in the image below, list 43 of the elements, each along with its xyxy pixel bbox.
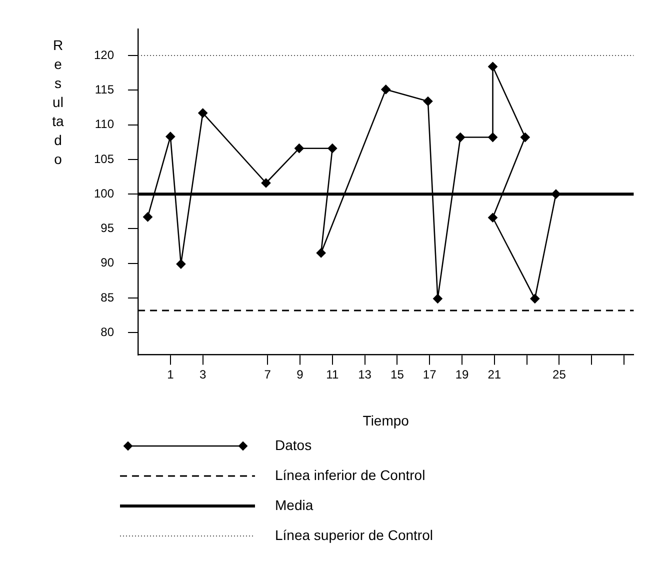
x-tick-label: 21: [488, 367, 502, 382]
point: [198, 108, 208, 118]
point: [488, 212, 498, 222]
point: [176, 259, 186, 269]
x-tick-label: 25: [552, 367, 566, 382]
y-tick-label: 90: [100, 256, 114, 270]
point: [456, 132, 466, 142]
point: [423, 96, 433, 106]
legend-label: Datos: [275, 436, 312, 453]
y-tick-label: 85: [100, 290, 114, 304]
y-tick-label: 120: [94, 48, 114, 62]
point: [143, 212, 152, 222]
x-tick-label: 7: [264, 367, 272, 382]
point: [381, 84, 391, 94]
legend-label: Media: [275, 496, 314, 513]
x-tick-label: 11: [326, 367, 339, 382]
y-tick-label: 110: [94, 117, 114, 132]
x-axis-title: Tiempo: [362, 412, 410, 428]
point: [488, 132, 498, 142]
point: [316, 248, 326, 258]
y-tick-label: 115: [94, 82, 114, 96]
x-tick-label: 3: [199, 367, 206, 382]
point: [294, 144, 304, 154]
legend-label: Línea superior de Control: [275, 526, 433, 543]
y-tick-label: 80: [100, 324, 114, 339]
y-tick-label: 95: [100, 221, 114, 236]
y-axis-title: Resultado: [52, 36, 64, 169]
x-tick-label: 17: [422, 367, 437, 382]
y-tick-label: 100: [94, 186, 114, 200]
point: [261, 178, 271, 188]
point: [520, 132, 530, 142]
point: [488, 62, 498, 72]
point: [166, 132, 176, 142]
point: [433, 294, 442, 304]
point: [530, 294, 540, 304]
x-tick-label: 15: [390, 367, 404, 382]
x-tick-label: 9: [296, 367, 304, 382]
legend-label: Línea inferior de Control: [275, 466, 426, 483]
x-tick-label: 19: [455, 367, 469, 382]
x-tick-label: 13: [358, 367, 372, 382]
y-tick-label: 105: [94, 152, 114, 166]
point: [328, 144, 338, 154]
x-tick-label: 1: [167, 367, 174, 382]
